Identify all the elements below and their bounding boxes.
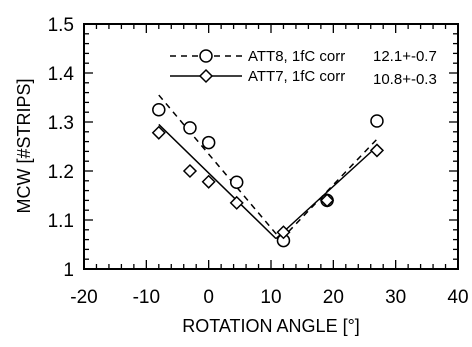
fit-line-att8-left [158,94,282,241]
data-point-att7 [320,193,335,208]
data-point-att7 [151,125,166,140]
y-tick-label: 1.4 [48,64,75,85]
fit-line-att7-left [158,123,277,240]
y-tick-label: 1.1 [48,211,74,232]
x-tick-label: 0 [203,287,214,308]
legend-label-att7: ATT7, 1fC corr [248,68,345,85]
legend-value-att7: 10.8+-0.3 [373,71,437,88]
legend: ATT8, 1fC corr 12.1+-0.7 ATT7, 1fC corr … [170,48,437,88]
x-tick-label: 30 [385,287,406,308]
data-point-att7 [229,195,244,210]
data-point-att8 [370,114,384,128]
data-point-att8 [229,175,244,190]
data-point-att8 [152,103,166,117]
x-tick-label: -10 [133,287,160,308]
x-tick-label: 10 [260,287,281,308]
axis-ticks [83,23,459,270]
legend-value-att8: 12.1+-0.7 [373,48,437,65]
y-tick-label: 1 [63,260,74,281]
data-point-att7 [276,225,291,240]
x-tick-label: 40 [447,287,468,308]
fit-lines [158,94,378,241]
x-tick-label: 20 [323,287,344,308]
legend-label-att8: ATT8, 1fC corr [248,48,345,65]
y-tick-label: 1.5 [48,15,74,36]
y-tick-label: 1.2 [48,162,74,183]
data-point-att7 [182,163,198,179]
data-point-att8 [183,121,197,135]
y-axis-title: MCW [#STRIPS] [14,78,34,213]
data-point-att7 [201,174,216,189]
legend-marker-att7 [198,68,214,84]
x-tick-labels: -20 -10 0 10 20 30 40 [70,287,468,308]
legend-item-att7: ATT7, 1fC corr 10.8+-0.3 [170,68,437,88]
legend-marker-att8 [199,49,213,63]
fit-line-att7-right [275,145,378,240]
data-point-att7 [369,143,385,158]
x-axis-title: ROTATION ANGLE [°] [182,316,360,336]
data-point-att8 [201,135,216,150]
y-tick-labels: 1 1.1 1.2 1.3 1.4 1.5 [48,15,75,281]
legend-item-att8: ATT8, 1fC corr 12.1+-0.7 [170,48,437,65]
x-tick-label: -20 [70,287,97,308]
y-tick-label: 1.3 [48,113,74,134]
data-points [151,103,385,248]
